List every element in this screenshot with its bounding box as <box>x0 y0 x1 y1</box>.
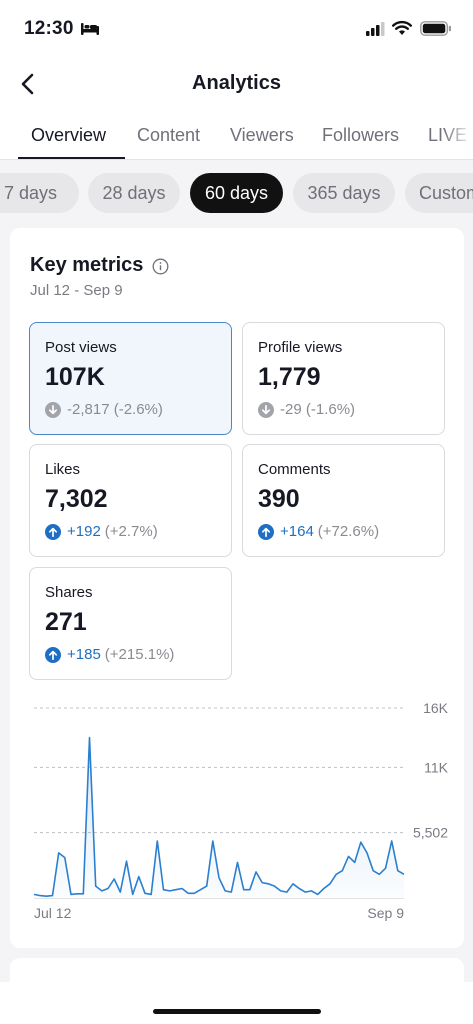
series-area <box>34 737 404 898</box>
y-tick-label: 16K <box>423 700 449 716</box>
cellular-signal-icon <box>366 22 385 36</box>
metric-delta: -29 <box>280 401 302 418</box>
metric-change: -29 (-1.6%) <box>258 401 355 418</box>
metric-percent: (-1.6%) <box>305 401 356 418</box>
metric-label: Shares <box>45 584 93 601</box>
key-metrics-card: Key metrics Jul 12 - Sep 9 Post views 10… <box>10 228 464 948</box>
active-tab-indicator <box>18 157 125 159</box>
arrow-down-circle-icon <box>258 401 274 418</box>
metric-label: Profile views <box>258 339 343 356</box>
metric-change: -2,817 (-2.6%) <box>45 401 163 418</box>
bottom-safe-area <box>0 982 473 1024</box>
x-tick-label: Jul 12 <box>34 905 72 921</box>
arrow-up-circle-icon <box>45 523 61 540</box>
arrow-up-circle-icon <box>258 523 274 540</box>
metric-percent: (+72.6%) <box>317 523 380 540</box>
y-tick-label: 11K <box>424 759 449 775</box>
x-tick-label: Sep 9 <box>367 905 404 921</box>
tab-followers[interactable]: Followers <box>322 125 400 145</box>
metric-percent: (+2.7%) <box>104 523 158 540</box>
metric-percent: (+215.1%) <box>104 646 175 663</box>
tab-content[interactable]: Content <box>137 125 201 145</box>
metric-value: 7,302 <box>45 485 108 513</box>
back-arrow-icon[interactable] <box>14 68 46 100</box>
range-custom[interactable]: Custom <box>405 173 473 213</box>
metric-change: +185 (+215.1%) <box>45 646 174 663</box>
arrow-up-circle-icon <box>45 646 61 663</box>
metric-value: 107K <box>45 363 105 391</box>
post-views-chart[interactable]: 5,502 11K 16K Jul 12 Sep 9 <box>30 698 450 923</box>
tab-viewers[interactable]: Viewers <box>230 125 294 145</box>
metric-delta: +164 <box>280 523 314 540</box>
key-metrics-title: Key metrics <box>30 254 144 276</box>
metric-label: Post views <box>45 339 117 356</box>
metric-delta: -2,817 <box>67 401 110 418</box>
battery-icon <box>420 21 451 36</box>
page-title: Analytics <box>192 72 281 94</box>
home-indicator <box>153 1009 321 1014</box>
metric-delta: +185 <box>67 646 101 663</box>
top-header-area: 12:30 Analytics <box>0 0 473 160</box>
status-bar: 12:30 <box>0 0 473 60</box>
metric-label: Comments <box>258 461 331 478</box>
arrow-down-circle-icon <box>45 401 61 418</box>
tab-overview[interactable]: Overview <box>31 125 107 145</box>
metric-value: 271 <box>45 608 87 636</box>
metric-change: +192 (+2.7%) <box>45 523 158 540</box>
range-365-days[interactable]: 365 days <box>293 173 395 213</box>
date-range-selector: 7 days 28 days 60 days 365 days Custom <box>0 173 473 215</box>
metric-delta: +192 <box>67 523 101 540</box>
metric-label: Likes <box>45 461 81 478</box>
metric-change: +164 (+72.6%) <box>258 523 379 540</box>
status-time: 12:30 <box>24 18 74 39</box>
metric-profile-views[interactable]: Profile views 1,779 -29 (-1.6%) <box>242 322 445 435</box>
series-line <box>33 736 405 897</box>
range-7-days[interactable]: 7 days <box>0 173 79 213</box>
metric-comments[interactable]: Comments 390 +164 (+72.6%) <box>242 444 445 557</box>
wifi-icon <box>392 20 412 35</box>
nav-bar: Analytics <box>0 60 473 108</box>
sleep-focus-icon <box>81 23 99 35</box>
range-28-days[interactable]: 28 days <box>88 173 180 213</box>
metric-shares[interactable]: Shares 271 +185 (+215.1%) <box>29 567 232 680</box>
metric-value: 390 <box>258 485 300 513</box>
tabs-fade <box>443 120 473 159</box>
analytics-tabs: Overview Content Viewers Followers LIVE <box>0 120 473 160</box>
metric-percent: (-2.6%) <box>113 401 163 418</box>
info-icon[interactable] <box>152 258 169 275</box>
metric-likes[interactable]: Likes 7,302 +192 (+2.7%) <box>29 444 232 557</box>
range-60-days[interactable]: 60 days <box>190 173 283 213</box>
date-range-label: Jul 12 - Sep 9 <box>30 282 123 299</box>
y-tick-label: 5,502 <box>413 825 448 841</box>
metric-post-views[interactable]: Post views 107K -2,817 (-2.6%) <box>29 322 232 435</box>
metric-value: 1,779 <box>258 363 321 391</box>
